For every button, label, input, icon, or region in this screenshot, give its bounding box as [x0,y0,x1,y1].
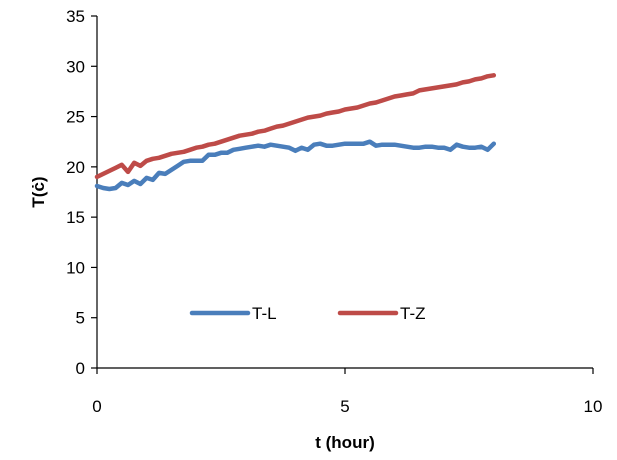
series-line-t-l [94,139,497,192]
plot-area: 0 5 10 15 20 25 30 35 0 5 10 [66,7,602,416]
series-line-t-z [94,73,497,180]
legend: T-L T-Z [189,304,426,323]
y-tick-label: 10 [66,258,85,277]
x-tick-label: 10 [584,397,603,416]
legend-label-t-l: T-L [252,304,277,323]
x-tick-group: 0 5 10 [92,368,602,416]
y-tick-label: 30 [66,57,85,76]
legend-label-t-z: T-Z [400,304,426,323]
y-tick-group: 0 5 10 15 20 25 30 35 [66,7,97,378]
y-tick-label: 35 [66,7,85,26]
y-tick-label: 20 [66,158,85,177]
y-tick-label: 0 [76,359,85,378]
y-tick-label: 15 [66,208,85,227]
y-axis-title: T(ċ) [29,176,48,207]
y-tick-label: 5 [76,309,85,328]
x-tick-label: 0 [92,397,101,416]
x-tick-label: 5 [340,397,349,416]
x-axis-title: t (hour) [315,433,374,452]
series-group [94,73,497,192]
y-tick-label: 25 [66,108,85,127]
